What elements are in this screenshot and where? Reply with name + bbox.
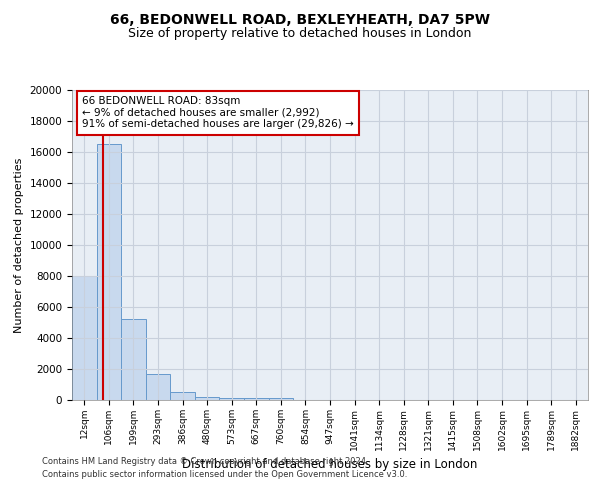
Bar bbox=[244, 398, 269, 400]
Bar bbox=[195, 396, 220, 400]
Text: Contains HM Land Registry data © Crown copyright and database right 2024.: Contains HM Land Registry data © Crown c… bbox=[42, 458, 368, 466]
Text: Size of property relative to detached houses in London: Size of property relative to detached ho… bbox=[128, 28, 472, 40]
X-axis label: Distribution of detached houses by size in London: Distribution of detached houses by size … bbox=[182, 458, 478, 471]
Bar bbox=[269, 398, 293, 400]
Bar bbox=[97, 144, 121, 400]
Text: 66 BEDONWELL ROAD: 83sqm
← 9% of detached houses are smaller (2,992)
91% of semi: 66 BEDONWELL ROAD: 83sqm ← 9% of detache… bbox=[82, 96, 354, 130]
Bar bbox=[72, 276, 97, 400]
Bar bbox=[121, 320, 146, 400]
Bar bbox=[170, 392, 195, 400]
Bar bbox=[220, 398, 244, 400]
Text: 66, BEDONWELL ROAD, BEXLEYHEATH, DA7 5PW: 66, BEDONWELL ROAD, BEXLEYHEATH, DA7 5PW bbox=[110, 12, 490, 26]
Y-axis label: Number of detached properties: Number of detached properties bbox=[14, 158, 24, 332]
Text: Contains public sector information licensed under the Open Government Licence v3: Contains public sector information licen… bbox=[42, 470, 407, 479]
Bar bbox=[146, 374, 170, 400]
